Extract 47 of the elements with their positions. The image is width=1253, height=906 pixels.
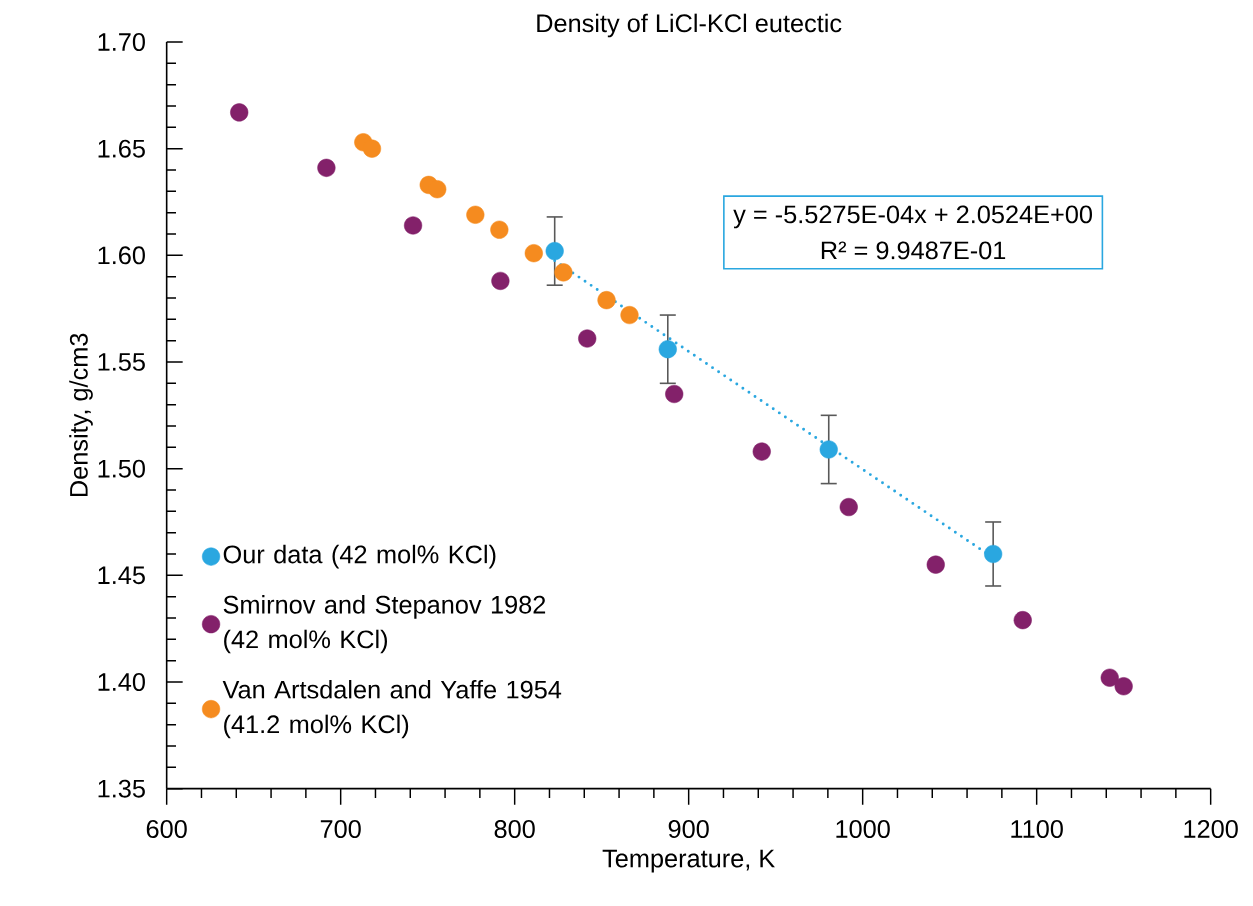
legend-label: Smirnov and Stepanov 1982 (42 mol% KCl): [223, 595, 546, 654]
x-tick-label: 800: [494, 820, 535, 838]
point: [578, 329, 597, 348]
point: [317, 158, 336, 177]
x-tick-label: 1200: [1184, 820, 1238, 838]
point: [524, 244, 543, 263]
x-tick-label: 600: [146, 820, 187, 838]
y-tick-label: 1.45: [98, 566, 145, 585]
point: [362, 139, 382, 158]
y-tick-label: 1.40: [98, 673, 145, 691]
y-tick-label: 1.65: [98, 139, 145, 158]
point: [752, 442, 771, 461]
point: [466, 205, 485, 224]
point: [597, 291, 616, 310]
point: [819, 440, 838, 459]
point: [230, 103, 249, 122]
annotation: R² = 9.9487E-01: [821, 241, 1006, 260]
x-tick-label: 900: [668, 820, 709, 838]
legend-label: Van Artsdalen and Yaffe 1954 (41.2 mol% KCl): [222, 679, 562, 739]
point: [1114, 677, 1133, 696]
chart-title: Density of LiCl-KCl eutectic: [537, 13, 842, 38]
annotation: y = -5.5275E-04x + 2.0524E+00: [733, 205, 1092, 229]
point: [491, 271, 510, 290]
point: [1013, 611, 1032, 630]
point: [984, 544, 1003, 564]
point: [620, 305, 639, 325]
legend-label: Our data (42 mol% KCl): [223, 544, 496, 569]
point: [403, 216, 423, 235]
point: [545, 241, 564, 261]
y-tick-label: 1.55: [98, 353, 145, 371]
x-tick-label: 1000: [836, 820, 890, 838]
y-tick-label: 1.35: [98, 779, 145, 798]
x-axis-title: Temperature, K: [602, 849, 775, 873]
point: [839, 497, 858, 517]
y-axis-title: Density, g/cm3: [69, 333, 93, 497]
y-tick-label: 1.50: [98, 459, 145, 478]
point: [1100, 668, 1119, 687]
y-tick-label: 1.60: [98, 246, 145, 265]
y-tick-label: 1.70: [98, 33, 145, 51]
point: [554, 263, 573, 282]
point: [665, 384, 684, 404]
point: [490, 220, 509, 239]
point: [428, 180, 447, 199]
x-tick-label: 700: [320, 820, 361, 838]
x-tick-label: 1100: [1011, 820, 1063, 838]
point: [658, 340, 677, 359]
point: [926, 555, 945, 574]
